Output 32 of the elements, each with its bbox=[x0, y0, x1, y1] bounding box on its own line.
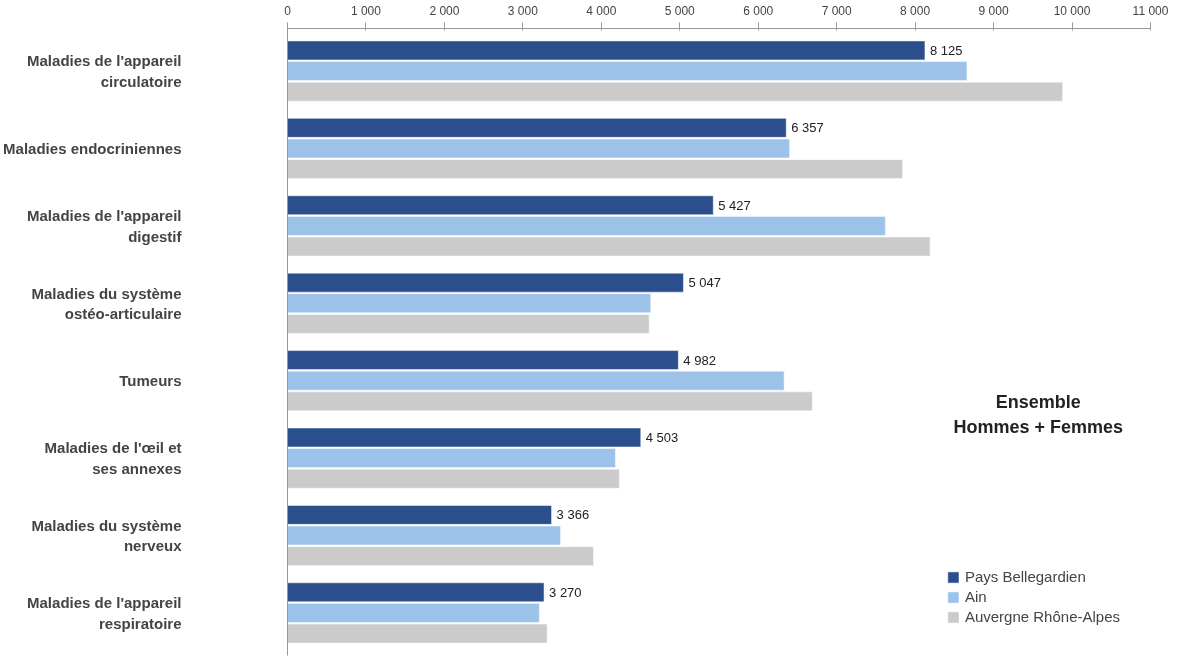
y-tick-label: Maladies de l'appareil circulatoire bbox=[27, 52, 182, 90]
legend-label: Ain bbox=[964, 588, 987, 605]
data-label: 4 503 bbox=[645, 429, 679, 445]
y-tick-label: Maladies de l'appareil respiratoire bbox=[27, 594, 182, 632]
y-tick-label: Maladies du système ostéo-articulaire bbox=[31, 284, 182, 322]
x-tick-label: 6 000 bbox=[743, 3, 774, 18]
x-tick-label: 10 000 bbox=[1053, 3, 1091, 18]
legend-label: Pays Bellegardien bbox=[964, 568, 1086, 585]
x-tick-label: 8 000 bbox=[900, 3, 931, 18]
annotation: Ensemble Hommes + Femmes bbox=[953, 391, 1124, 438]
y-tick-label: Maladies du système nerveux bbox=[31, 516, 183, 555]
data-label: 3 270 bbox=[549, 584, 582, 600]
legend-label: Auvergne Rhône-Alpes bbox=[964, 608, 1120, 625]
data-label: 5 427 bbox=[718, 197, 751, 213]
x-tick-label: 5 000 bbox=[664, 3, 696, 18]
x-tick-label: 3 000 bbox=[507, 3, 539, 18]
data-label: 3 366 bbox=[556, 507, 590, 523]
x-tick-label: 9 000 bbox=[978, 3, 1009, 18]
data-label: 6 357 bbox=[791, 120, 824, 136]
x-tick-label: 7 000 bbox=[821, 3, 853, 18]
y-tick-label: Tumeurs bbox=[119, 372, 182, 390]
data-label: 8 125 bbox=[929, 42, 963, 58]
data-label: 5 047 bbox=[688, 275, 722, 291]
y-tick-label: Maladies de l'appareil digestif bbox=[27, 207, 183, 245]
x-tick-label: 4 000 bbox=[586, 3, 617, 18]
x-tick-label: 0 bbox=[284, 3, 292, 18]
data-label: 4 982 bbox=[683, 352, 716, 368]
x-tick-label: 2 000 bbox=[429, 3, 460, 18]
x-tick-label: 1 000 bbox=[350, 3, 382, 18]
x-tick-label: 11 000 bbox=[1132, 3, 1169, 18]
y-tick-label: Maladies de l'œil et ses annexes bbox=[44, 439, 182, 477]
y-tick-label: Maladies endocriniennes bbox=[3, 139, 182, 157]
